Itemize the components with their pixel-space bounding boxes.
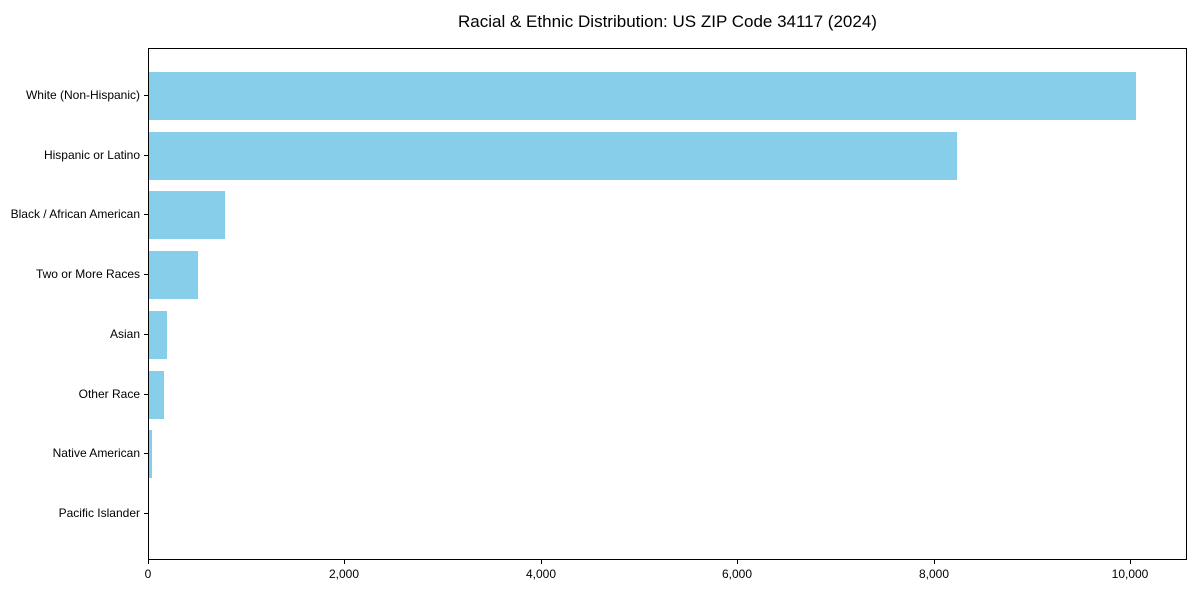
x-tick-label: 8,000	[918, 567, 950, 581]
x-tick-mark	[737, 560, 738, 564]
x-tick-mark	[148, 560, 149, 564]
chart-title: Racial & Ethnic Distribution: US ZIP Cod…	[458, 12, 877, 31]
y-tick-mark	[144, 334, 148, 335]
x-tick-label: 10,000	[1111, 567, 1149, 581]
y-tick-label: White (Non-Hispanic)	[25, 88, 140, 102]
y-tick-mark	[144, 214, 148, 215]
y-tick-label: Hispanic or Latino	[43, 148, 140, 162]
y-tick-mark	[144, 453, 148, 454]
x-tick-label: 4,000	[525, 567, 557, 581]
x-tick-mark	[344, 560, 345, 564]
y-tick-label: Asian	[109, 327, 140, 341]
y-tick-mark	[144, 394, 148, 395]
x-tick-label: 2,000	[328, 567, 360, 581]
y-tick-label: Other Race	[78, 387, 140, 401]
y-tick-label: Two or More Races	[35, 267, 140, 281]
x-tick-label: 0	[144, 567, 152, 581]
bar	[149, 251, 199, 300]
x-tick-mark	[1130, 560, 1131, 564]
y-tick-label: Native American	[52, 446, 140, 460]
bar	[149, 310, 167, 359]
y-tick-mark	[144, 274, 148, 275]
y-tick-label: Pacific Islander	[58, 506, 140, 520]
y-tick-mark	[144, 513, 148, 514]
x-tick-mark	[934, 560, 935, 564]
bar	[149, 72, 1136, 121]
x-tick-label: 6,000	[721, 567, 753, 581]
x-tick-mark	[541, 560, 542, 564]
bar	[149, 430, 152, 479]
y-tick-mark	[144, 95, 148, 96]
bar	[149, 370, 164, 419]
y-tick-label: Black / African American	[10, 207, 140, 221]
y-tick-mark	[144, 155, 148, 156]
bar	[149, 131, 958, 180]
bar	[149, 191, 225, 240]
plot-area	[148, 48, 1187, 560]
